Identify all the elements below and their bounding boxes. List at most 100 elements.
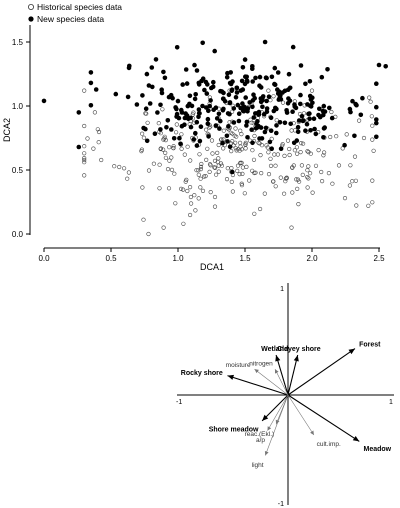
new-point	[295, 124, 301, 130]
new-point	[303, 128, 308, 133]
historical-point	[163, 155, 168, 160]
historical-point	[208, 124, 213, 129]
historical-point	[239, 132, 244, 137]
new-point	[194, 68, 200, 73]
historical-point	[200, 188, 206, 193]
historical-point	[227, 120, 232, 125]
vector-arrowhead	[227, 374, 234, 380]
scatter-ticks: 0.0 0.5 1.0 1.5 2.0 2.5 0.0 0.5 1.0 1.5	[12, 38, 385, 263]
vector-shore-meadow: Shore meadow	[209, 394, 289, 434]
historical-point	[305, 185, 310, 190]
new-point	[189, 103, 195, 109]
vector-arrowhead	[254, 369, 259, 374]
new-point	[174, 114, 179, 119]
y-tick-label: 1.5	[12, 38, 24, 47]
historical-point	[229, 166, 234, 171]
historical-point	[151, 161, 156, 166]
new-point	[260, 94, 266, 99]
new-point	[250, 140, 255, 146]
vector-label: cult.imp.	[317, 441, 341, 448]
historical-point	[247, 138, 253, 143]
historical-point	[125, 176, 130, 181]
historical-point	[229, 149, 234, 154]
historical-point	[266, 150, 271, 155]
historical-point	[308, 151, 313, 156]
new-point	[319, 74, 325, 80]
historical-point	[196, 168, 201, 173]
historical-point	[82, 151, 87, 156]
new-point	[125, 94, 131, 100]
new-point	[200, 103, 205, 109]
vector-arrowhead	[262, 414, 269, 421]
historical-point	[309, 88, 315, 93]
new-point	[218, 88, 223, 94]
historical-point	[117, 164, 122, 170]
historical-point	[305, 149, 310, 154]
new-point	[245, 135, 250, 140]
new-point	[196, 110, 202, 116]
historical-point	[140, 185, 145, 190]
new-point	[321, 135, 326, 140]
historical-point	[225, 166, 230, 171]
historical-point	[215, 159, 220, 165]
vector-forest: Forest	[287, 342, 381, 396]
historical-point	[334, 134, 339, 139]
new-point	[226, 92, 232, 98]
historical-point	[259, 171, 264, 176]
new-point	[288, 121, 294, 127]
historical-point	[112, 164, 117, 169]
vector-line	[227, 375, 289, 396]
historical-point	[295, 151, 300, 156]
historical-point	[354, 203, 359, 208]
historical-point	[259, 143, 265, 148]
historical-point	[213, 165, 218, 170]
new-point	[350, 98, 355, 104]
historical-point	[171, 144, 176, 149]
new-point	[210, 84, 216, 90]
historical-point	[301, 141, 306, 146]
historical-point	[221, 146, 226, 151]
historical-point	[240, 171, 245, 176]
new-point	[226, 124, 231, 129]
new-point	[286, 96, 291, 101]
historical-point	[275, 152, 281, 157]
historical-point	[336, 163, 342, 168]
historical-point	[290, 165, 295, 170]
historical-point	[239, 181, 244, 186]
new-point	[159, 87, 164, 92]
historical-point	[203, 174, 208, 179]
historical-point	[157, 186, 162, 191]
historical-point	[82, 156, 87, 161]
new-point	[278, 146, 284, 151]
historical-point	[305, 168, 310, 173]
historical-point	[198, 164, 204, 169]
new-point	[238, 105, 243, 111]
vector-arrowhead	[275, 355, 281, 362]
vector-line	[287, 394, 360, 442]
new-point	[202, 87, 207, 93]
new-point	[275, 70, 281, 75]
x-tick-label: 1.5	[239, 254, 251, 263]
vector-line	[287, 348, 356, 396]
vector-label: reac.(Ekl.)	[245, 431, 275, 438]
biplot-tick-left: -1	[176, 399, 182, 406]
new-point	[292, 104, 298, 109]
new-point	[251, 92, 256, 97]
historical-point	[266, 172, 272, 177]
x-tick-label: 0.5	[105, 254, 117, 263]
new-point	[169, 127, 174, 132]
new-point	[269, 74, 275, 80]
historical-point	[289, 225, 294, 230]
new-point	[212, 48, 217, 54]
new-point	[204, 91, 210, 96]
vector-line	[261, 394, 289, 422]
new-point	[348, 109, 353, 115]
historical-point	[306, 164, 311, 169]
new-point	[153, 57, 159, 62]
historical-point	[96, 140, 101, 145]
new-point	[295, 129, 301, 135]
new-point	[147, 101, 153, 106]
historical-point	[298, 150, 303, 155]
historical-point	[214, 172, 219, 177]
new-point	[231, 120, 237, 125]
